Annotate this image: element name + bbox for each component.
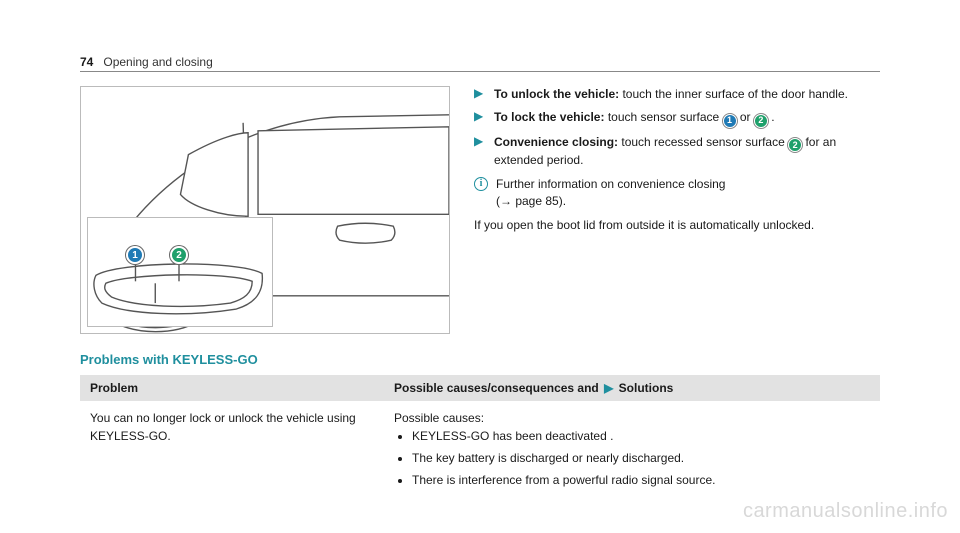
triangle-icon: ▶ [474, 86, 486, 103]
figure-column: 1 2 [80, 86, 450, 334]
info-line2: (→ page 85). [496, 194, 566, 208]
th-solutions-post: Solutions [615, 381, 673, 395]
section-title: Opening and closing [103, 55, 212, 69]
th-solutions: Possible causes/consequences and ▶ Solut… [384, 375, 880, 401]
page-header: 74 Opening and closing [80, 55, 880, 72]
door-handle-figure: 1 2 [80, 86, 450, 334]
info-icon: i [474, 177, 488, 191]
info-note: i Further information on convenience clo… [474, 176, 880, 211]
table-header-row: Problem Possible causes/consequences and… [80, 375, 880, 401]
table-row: You can no longer lock or unlock the veh… [80, 401, 880, 501]
list-item: The key battery is discharged or nearly … [412, 449, 870, 467]
td-problem: You can no longer lock or unlock the veh… [80, 401, 384, 501]
problems-heading: Problems with KEYLESS-GO [80, 352, 880, 367]
instruction-convenience: ▶ Convenience closing: touch recessed se… [474, 134, 880, 170]
text-column: ▶ To unlock the vehicle: touch the inner… [474, 86, 880, 334]
causes-list: KEYLESS-GO has been deactivated . The ke… [394, 427, 870, 489]
th-problem: Problem [80, 375, 384, 401]
troubleshooting-table: Problem Possible causes/consequences and… [80, 375, 880, 501]
triangle-icon: ▶ [474, 134, 486, 170]
door-handle-inset: 1 2 [87, 217, 273, 327]
instruction-text: To lock the vehicle: touch sensor surfac… [494, 109, 880, 128]
triangle-icon: ▶ [474, 109, 486, 128]
info-line1: Further information on convenience closi… [496, 177, 725, 191]
instruction-bold: Convenience closing: [494, 135, 618, 149]
instruction-rest-post: . [768, 110, 775, 124]
inline-callout-2: 2 [788, 138, 802, 152]
content-columns: 1 2 ▶ To unlock the vehicle: touch the i… [80, 86, 880, 334]
instruction-text: To unlock the vehicle: touch the inner s… [494, 86, 880, 103]
list-item: There is interference from a powerful ra… [412, 471, 870, 489]
callout-2: 2 [170, 246, 188, 264]
instruction-bold: To lock the vehicle: [494, 110, 604, 124]
instruction-text: Convenience closing: touch recessed sens… [494, 134, 880, 170]
watermark: carmanualsonline.info [743, 500, 948, 523]
inline-callout-1: 1 [723, 114, 737, 128]
triangle-icon: ▶ [604, 381, 613, 395]
inline-callout-2: 2 [754, 114, 768, 128]
list-item: KEYLESS-GO has been deactivated . [412, 427, 870, 445]
instruction-rest: touch the inner surface of the door hand… [619, 87, 848, 101]
instruction-lock: ▶ To lock the vehicle: touch sensor surf… [474, 109, 880, 128]
instruction-mid: or [737, 110, 754, 124]
instruction-bold: To unlock the vehicle: [494, 87, 619, 101]
manual-page: 74 Opening and closing [0, 0, 960, 533]
info-text: Further information on convenience closi… [496, 176, 880, 211]
handle-closeup-svg [88, 218, 272, 327]
causes-label: Possible causes: [394, 409, 870, 427]
page-number: 74 [80, 55, 93, 69]
body-paragraph: If you open the boot lid from outside it… [474, 217, 880, 234]
callout-1: 1 [126, 246, 144, 264]
instruction-rest-pre: touch sensor surface [604, 110, 722, 124]
th-solutions-pre: Possible causes/consequences and [394, 381, 602, 395]
instruction-rest-pre: touch recessed sensor surface [618, 135, 788, 149]
td-solution: Possible causes: KEYLESS-GO has been dea… [384, 401, 880, 501]
instruction-unlock: ▶ To unlock the vehicle: touch the inner… [474, 86, 880, 103]
